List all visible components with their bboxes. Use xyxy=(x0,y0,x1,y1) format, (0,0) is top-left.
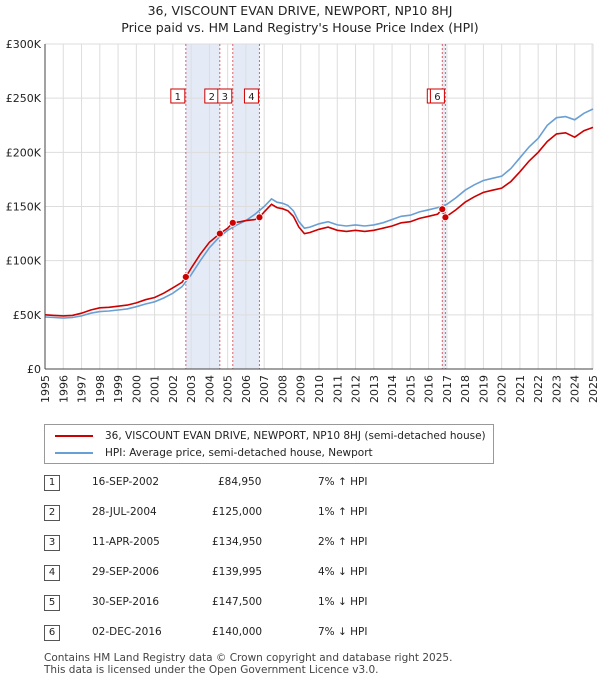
x-tick-label: 2013 xyxy=(368,375,381,403)
legend-label-hpi: HPI: Average price, semi-detached house,… xyxy=(105,447,373,459)
sale-label-box xyxy=(170,88,186,104)
sale-marker xyxy=(228,218,237,227)
x-tick-label: 2012 xyxy=(350,375,363,403)
sale-date: 29-SEP-2006 xyxy=(92,566,160,578)
sale-hpi-diff: 7% ↑ HPI xyxy=(318,476,368,488)
sale-marker xyxy=(438,205,447,214)
sale-price: £134,950 xyxy=(212,536,263,548)
sale-hpi-diff: 4% ↓ HPI xyxy=(318,566,368,578)
sale-label-box xyxy=(429,88,445,104)
x-tick-label: 2003 xyxy=(185,375,198,403)
legend-label-price: 36, VISCOUNT EVAN DRIVE, NEWPORT, NP10 8… xyxy=(105,430,486,442)
sale-date: 11-APR-2005 xyxy=(92,536,160,548)
sale-date: 28-JUL-2004 xyxy=(92,506,157,518)
x-tick-label: 2021 xyxy=(514,375,527,403)
sale-label-number: 1 xyxy=(175,92,181,103)
x-tick-label: 2001 xyxy=(149,375,162,403)
footer-licence: This data is licensed under the Open Gov… xyxy=(44,664,379,676)
sale-label-box xyxy=(217,88,233,104)
sale-hpi-diff: 1% ↓ HPI xyxy=(318,596,368,608)
chart-title: 36, VISCOUNT EVAN DRIVE, NEWPORT, NP10 8… xyxy=(147,3,453,18)
x-tick-label: 2016 xyxy=(423,375,436,403)
y-tick-label: £300K xyxy=(6,38,42,51)
sale-number-badge: 3 xyxy=(44,535,60,551)
x-tick-label: 2019 xyxy=(477,375,490,403)
sale-label-number: 6 xyxy=(434,92,440,103)
sale-label-number: 4 xyxy=(248,92,254,103)
x-tick-label: 2014 xyxy=(386,375,399,403)
sale-hpi-diff: 7% ↓ HPI xyxy=(318,626,368,638)
hpi-line xyxy=(44,108,594,319)
sale-hpi-diff: 2% ↑ HPI xyxy=(318,536,368,548)
x-tick-label: 2025 xyxy=(587,375,600,403)
sale-hpi-diff: 1% ↑ HPI xyxy=(318,506,368,518)
sale-number-badge: 6 xyxy=(44,625,60,641)
sale-price: £140,000 xyxy=(212,626,263,638)
sale-marker xyxy=(181,273,190,281)
x-tick-label: 2002 xyxy=(167,375,180,403)
sale-date: 16-SEP-2002 xyxy=(92,476,160,488)
x-tick-label: 2023 xyxy=(550,375,563,403)
x-tick-label: 2020 xyxy=(496,375,509,403)
sale-price: £125,000 xyxy=(212,506,263,518)
y-tick-label: £0 xyxy=(27,363,41,376)
chart-subtitle: Price paid vs. HM Land Registry's House … xyxy=(121,20,479,35)
sale-date: 02-DEC-2016 xyxy=(92,626,162,638)
sale-number-badge: 4 xyxy=(44,565,60,581)
x-tick-label: 1997 xyxy=(76,375,89,403)
y-tick-label: £200K xyxy=(6,146,42,159)
x-tick-label: 2007 xyxy=(258,375,271,403)
x-tick-label: 2008 xyxy=(276,375,289,403)
x-tick-label: 2010 xyxy=(313,375,326,403)
x-tick-label: 2004 xyxy=(203,375,216,403)
footer: Contains HM Land Registry data © Crown c… xyxy=(44,652,452,676)
price-chart: £0 £50K £100K £150K £200K £250K £300K 1995 1996 1… xyxy=(6,38,600,403)
x-tick-label: 2009 xyxy=(295,375,308,403)
x-tick-label: 2015 xyxy=(404,375,417,403)
sale-marker xyxy=(441,213,450,222)
sale-number-badge: 1 xyxy=(44,475,60,491)
sale-number-badge: 5 xyxy=(44,595,60,611)
sale-price: £139,995 xyxy=(212,566,263,578)
legend-swatch-price xyxy=(55,435,93,437)
sale-date: 30-SEP-2016 xyxy=(92,596,160,608)
legend: 36, VISCOUNT EVAN DRIVE, NEWPORT, NP10 8… xyxy=(44,424,494,464)
sale-price: £84,950 xyxy=(218,476,262,488)
x-tick-label: 2005 xyxy=(222,375,235,403)
x-tick-label: 2011 xyxy=(331,375,344,403)
x-tick-label: 2018 xyxy=(459,375,472,403)
legend-item-hpi: HPI: Average price, semi-detached house,… xyxy=(55,445,373,461)
y-tick-label: £50K xyxy=(13,309,42,322)
y-tick-label: £150K xyxy=(6,201,42,214)
x-tick-label: 2024 xyxy=(569,375,582,403)
footer-copyright: Contains HM Land Registry data © Crown c… xyxy=(44,652,453,664)
x-tick-label: 1999 xyxy=(112,375,125,403)
sale-marker xyxy=(255,213,264,222)
x-tick-label: 1998 xyxy=(94,375,107,403)
x-tick-label: 2022 xyxy=(532,375,545,403)
y-tick-label: £250K xyxy=(6,92,42,105)
y-tick-label: £100K xyxy=(6,255,42,268)
sale-marker xyxy=(215,229,224,238)
legend-swatch-hpi xyxy=(55,452,93,454)
x-tick-label: 1996 xyxy=(57,375,70,403)
sale-label-number: 3 xyxy=(222,92,228,103)
x-tick-label: 2006 xyxy=(240,375,253,403)
sale-label-number: 2 xyxy=(209,92,215,103)
sale-price: £147,500 xyxy=(212,596,263,608)
sale-label-box xyxy=(243,88,259,104)
price-paid-line xyxy=(44,126,594,317)
x-tick-label: 2000 xyxy=(130,375,143,403)
legend-item-price: 36, VISCOUNT EVAN DRIVE, NEWPORT, NP10 8… xyxy=(55,428,486,444)
x-tick-label: 2017 xyxy=(441,375,454,403)
x-tick-label: 1995 xyxy=(39,375,52,403)
sale-number-badge: 2 xyxy=(44,505,60,521)
